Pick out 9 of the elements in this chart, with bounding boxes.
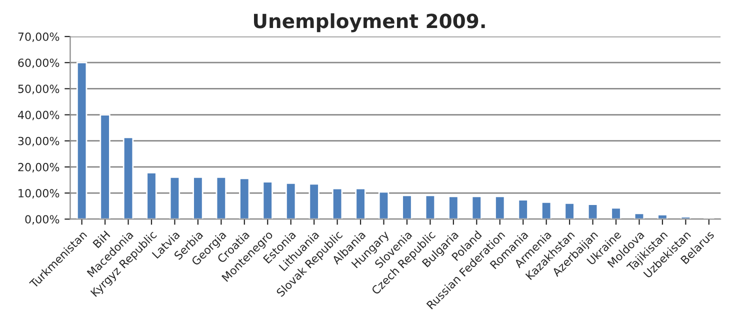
y-tick-label: 70,00% [18, 32, 60, 42]
y-tick-label: 30,00% [18, 136, 60, 146]
y-tick-label: 10,00% [18, 189, 60, 199]
y-tick-label: 60,00% [18, 58, 60, 68]
y-tick-label: 0,00% [25, 215, 60, 225]
chart-title: Unemployment 2009. [254, 13, 485, 32]
y-tick-label: 20,00% [18, 162, 60, 172]
y-tick-label: 40,00% [18, 110, 60, 120]
y-tick-label: 50,00% [18, 84, 60, 94]
